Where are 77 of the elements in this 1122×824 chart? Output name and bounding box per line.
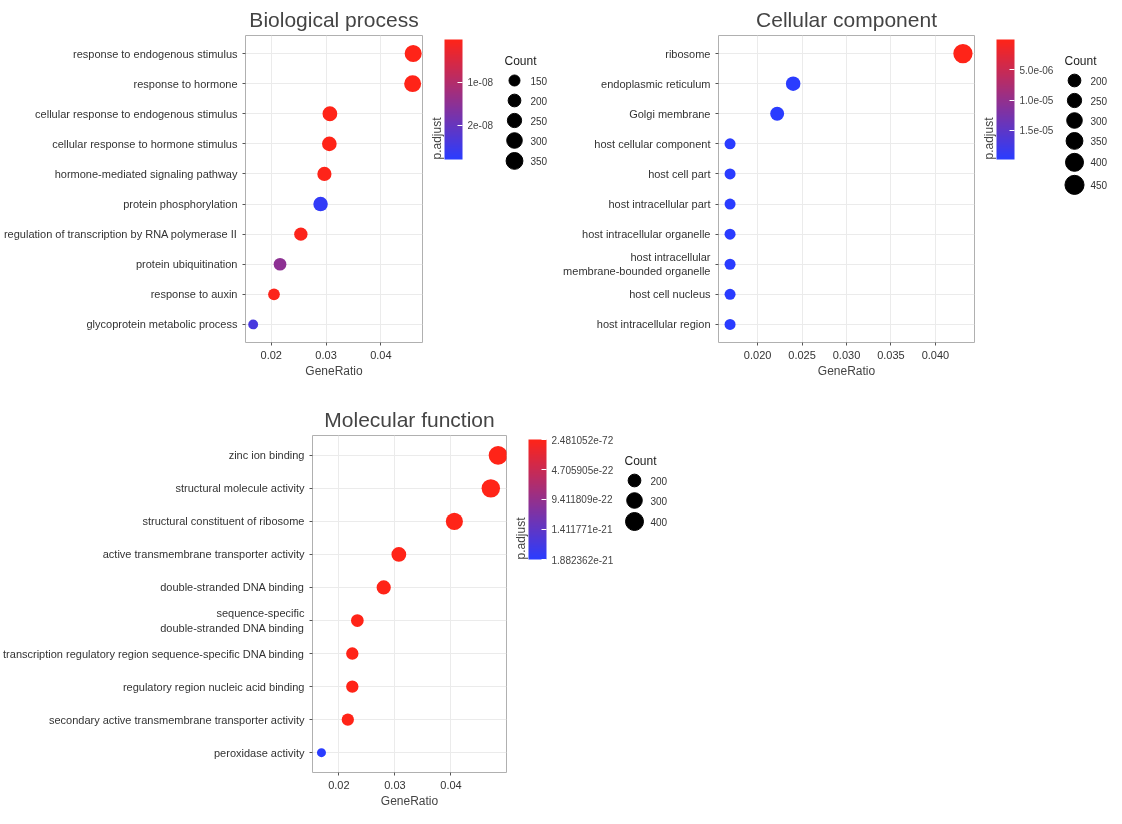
x-tick-label: 0.02: [328, 778, 350, 791]
y-tick-label: endoplasmic reticulum: [601, 77, 711, 90]
legend-label: 350: [1090, 135, 1108, 147]
x-tick-label: 0.03: [384, 778, 406, 791]
x-axis-title: GeneRatio: [817, 363, 876, 378]
color-bar-title: p.adjust: [981, 116, 996, 160]
legend-label: 200: [650, 475, 668, 487]
legend-label: 300: [650, 495, 668, 507]
y-tick-label: hormone-mediated signaling pathway: [54, 167, 238, 180]
y-tick-label: zinc ion binding: [228, 449, 305, 462]
legend-label: 250: [1090, 95, 1108, 107]
y-tick-label: host cell nucleus: [629, 288, 711, 301]
color-bar-label: 4.705905e-22: [551, 464, 614, 476]
legend-title: Count: [1064, 53, 1098, 68]
color-bar-label: 1.882362e-21: [551, 554, 614, 566]
y-tick-label: glycoprotein metabolic process: [86, 318, 238, 331]
color-bar-label: 1.0e-05: [1019, 95, 1054, 107]
y-tick-label: cellular response to hormone stimulus: [52, 137, 238, 150]
legend-label: 250: [530, 115, 548, 127]
legend-title: Count: [504, 53, 538, 68]
x-tick-label: 0.040: [921, 348, 950, 361]
y-tick-label: transcription regulatory region sequence-specific DNA binding: [3, 647, 304, 660]
legend-label: 200: [530, 95, 548, 107]
y-tick-label: structural molecule activity: [175, 482, 305, 495]
chart-title: Cellular component: [756, 7, 938, 31]
x-tick-label: 0.04: [440, 778, 462, 791]
legend-label: 150: [530, 75, 548, 87]
legend-label: 350: [530, 155, 548, 167]
y-tick-label: response to endogenous stimulus: [73, 47, 238, 60]
color-bar-label: 9.411809e-22: [551, 494, 613, 506]
legend-label: 400: [1090, 157, 1108, 169]
y-tick-label: Golgi membrane: [629, 107, 711, 120]
y-tick-label: regulatory region nucleic acid binding: [122, 680, 305, 693]
legend-title: Count: [624, 453, 658, 468]
x-tick-label: 0.03: [315, 348, 337, 361]
color-bar-label: 1e-08: [467, 77, 494, 89]
legend-label: 400: [650, 516, 668, 528]
color-bar-label: 1.5e-05: [1019, 125, 1054, 137]
legend-label: 300: [530, 135, 548, 147]
y-tick-label: ribosome: [665, 47, 711, 60]
y-tick-label: peroxidase activity: [214, 746, 305, 759]
legend-label: 300: [1090, 115, 1108, 127]
color-bar-label: 1.411771e-21: [551, 524, 613, 536]
legend-label: 450: [1090, 179, 1108, 191]
x-axis-title: GeneRatio: [305, 363, 364, 378]
y-tick-label: host intracellular part: [608, 198, 711, 211]
y-tick-label: host intracellular membrane-bounded organelle: [563, 251, 711, 278]
x-tick-label: 0.020: [743, 348, 772, 361]
x-tick-label: 0.025: [788, 348, 816, 361]
y-tick-label: structural constituent of ribosome: [142, 515, 305, 528]
y-tick-label: secondary active transmembrane transporter activity: [48, 713, 305, 726]
y-tick-label: active transmembrane transporter activity: [102, 548, 305, 561]
x-axis-title: GeneRatio: [380, 793, 439, 808]
color-bar-label: 2e-08: [467, 120, 494, 132]
y-tick-label: host intracellular region: [596, 318, 711, 331]
y-tick-label: double-stranded DNA binding: [160, 581, 304, 594]
y-tick-label: protein ubiquitination: [135, 258, 238, 271]
y-tick-label: host cellular component: [594, 137, 711, 150]
color-bar-title: p.adjust: [513, 516, 528, 560]
y-tick-label: protein phosphorylation: [123, 198, 238, 211]
y-tick-label: sequence-specific double-stranded DNA binding: [160, 607, 305, 634]
y-tick-label: response to auxin: [150, 288, 238, 301]
legend-label: 200: [1090, 75, 1108, 87]
x-tick-label: 0.02: [260, 348, 282, 361]
color-bar-label: 5.0e-06: [1019, 64, 1054, 76]
color-bar-label: 2.481052e-72: [551, 434, 614, 446]
chart-title: Biological process: [249, 7, 419, 31]
y-tick-label: host cell part: [648, 167, 711, 180]
chart-title: Molecular function: [324, 407, 495, 431]
y-tick-label: response to hormone: [133, 77, 238, 90]
y-tick-label: regulation of transcription by RNA polymerase II: [3, 228, 237, 241]
x-tick-label: 0.035: [877, 348, 905, 361]
y-tick-label: cellular response to endogenous stimulus: [35, 107, 238, 120]
x-tick-label: 0.030: [832, 348, 861, 361]
color-bar-title: p.adjust: [429, 116, 444, 160]
x-tick-label: 0.04: [370, 348, 392, 361]
y-tick-label: host intracellular organelle: [582, 228, 711, 241]
